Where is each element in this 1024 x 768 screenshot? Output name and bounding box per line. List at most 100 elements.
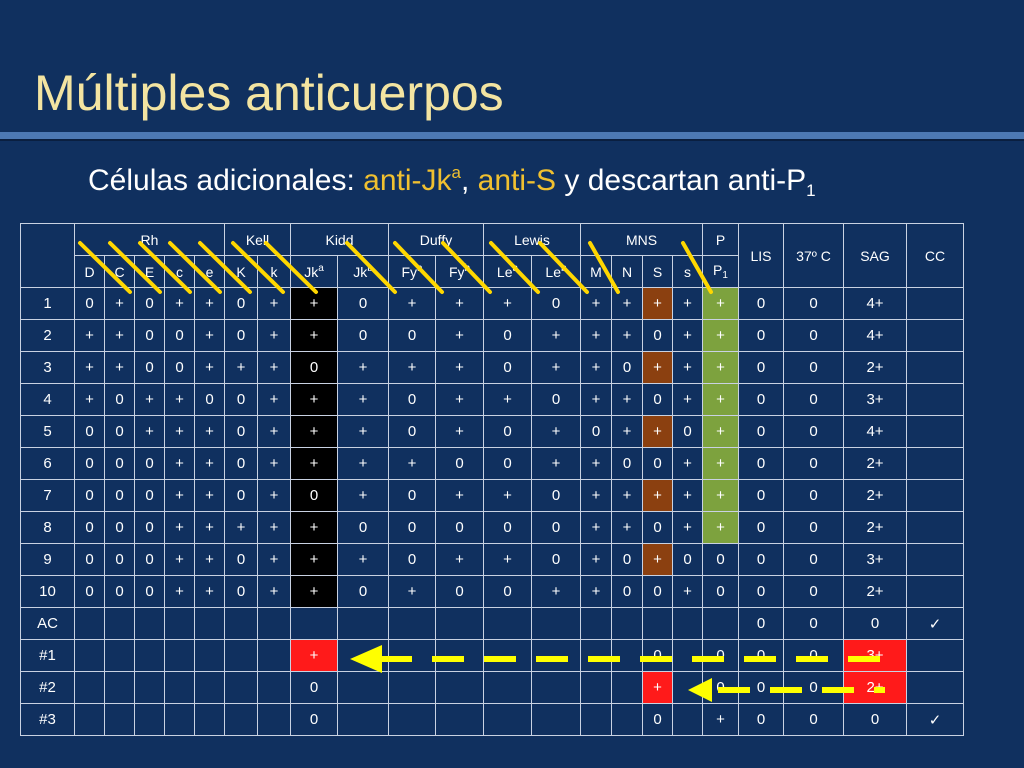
- table-cell: +: [337, 447, 389, 480]
- table-cell: +: [702, 415, 739, 448]
- table-cell: +: [388, 351, 436, 384]
- group-header-duffy: Duffy: [388, 223, 484, 256]
- table-cell: [257, 671, 291, 704]
- antigen-header-16: s: [672, 255, 703, 288]
- cc-check-cell: [906, 287, 964, 320]
- table-cell: 0: [738, 511, 784, 544]
- table-cell: 0: [738, 383, 784, 416]
- table-cell: +: [672, 383, 703, 416]
- table-cell: [224, 639, 258, 672]
- table-cell: [194, 607, 225, 640]
- table-cell: 0: [224, 383, 258, 416]
- table-cell: 0: [702, 671, 739, 704]
- table-cell: +: [164, 479, 195, 512]
- table-cell: +: [580, 351, 612, 384]
- antigen-header-0: D: [74, 255, 105, 288]
- antigen-label: D: [84, 263, 95, 280]
- table-cell: +: [435, 287, 484, 320]
- subtitle-prefix: Células adicionales:: [88, 164, 364, 197]
- table-cell: 0: [74, 415, 105, 448]
- table-cell: [224, 607, 258, 640]
- table-cell: +: [642, 543, 673, 576]
- row-label: 3: [20, 351, 75, 384]
- table-row: 8 0 0 0 + + + + +0 0 0 0 0 + +0 + +0 0 2+: [20, 511, 964, 544]
- table-cell: 0: [337, 511, 389, 544]
- table-cell: +: [388, 287, 436, 320]
- table-cell: +: [337, 351, 389, 384]
- table-cell: +: [435, 319, 484, 352]
- table-cell: 3+: [843, 543, 907, 576]
- table-cell: 0: [290, 703, 338, 736]
- table-cell: 0: [531, 287, 581, 320]
- table-cell: 0: [224, 287, 258, 320]
- table-cell: 0: [783, 351, 844, 384]
- table-cell: 0: [642, 447, 673, 480]
- table-cell: 3+: [843, 383, 907, 416]
- table-cell: +: [164, 511, 195, 544]
- table-cell: +: [702, 479, 739, 512]
- table-cell: 0: [435, 511, 484, 544]
- table-cell: 0: [783, 319, 844, 352]
- table-cell: +: [224, 351, 258, 384]
- table-cell: 0: [783, 511, 844, 544]
- antigen-header-4: e: [194, 255, 225, 288]
- antigen-header-8: Jkb: [337, 255, 389, 288]
- table-cell: 0: [738, 703, 784, 736]
- table-cell: 0: [783, 543, 844, 576]
- group-header-mns: MNS: [580, 223, 703, 256]
- table-cell: 0: [224, 319, 258, 352]
- table-cell: 0: [388, 415, 436, 448]
- table-cell: 0: [388, 319, 436, 352]
- table-cell: +: [531, 447, 581, 480]
- row-label: 7: [20, 479, 75, 512]
- cc-check-cell: [906, 671, 964, 704]
- cc-check-cell: ✓: [906, 607, 964, 640]
- antigen-superscript: b: [561, 263, 567, 274]
- table-cell: +: [194, 287, 225, 320]
- table-cell: 0: [104, 575, 135, 608]
- table-cell: [580, 639, 612, 672]
- table-cell: +: [257, 575, 291, 608]
- table-cell: 0: [738, 607, 784, 640]
- table-cell: [388, 607, 436, 640]
- table-cell: +: [337, 415, 389, 448]
- table-cell: [104, 703, 135, 736]
- header-cc: CC: [906, 223, 964, 288]
- table-cell: [483, 671, 532, 704]
- cc-check-cell: ✓: [906, 703, 964, 736]
- table-cell: +: [642, 479, 673, 512]
- table-cell: 0: [783, 383, 844, 416]
- antigen-subscript: 1: [722, 270, 728, 281]
- table-cell: +: [702, 447, 739, 480]
- table-cell: +: [642, 351, 673, 384]
- table-cell: 2+: [843, 575, 907, 608]
- cc-check-cell: [906, 319, 964, 352]
- table-cell: +: [257, 287, 291, 320]
- table-cell: +: [164, 287, 195, 320]
- antigen-label: k: [270, 263, 278, 280]
- table-cell: [164, 703, 195, 736]
- table-cell: +: [290, 511, 338, 544]
- antigen-superscript: a: [512, 263, 519, 274]
- table-cell: +: [194, 543, 225, 576]
- row-label: 5: [20, 415, 75, 448]
- table-cell: 2+: [843, 351, 907, 384]
- antigen-label: Le: [496, 264, 513, 280]
- antigen-header-15: S: [642, 255, 673, 288]
- table-cell: 0: [531, 383, 581, 416]
- antigen-label: P: [713, 262, 723, 278]
- table-cell: +: [257, 415, 291, 448]
- table-cell: +: [702, 319, 739, 352]
- antigen-header-6: k: [257, 255, 291, 288]
- table-cell: +: [290, 383, 338, 416]
- antigen-label: E: [144, 263, 155, 280]
- table-row: 2 + +0 0 +0 + +0 0 +0 + + +0 + +0 0 4+: [20, 319, 964, 352]
- table-cell: +: [290, 319, 338, 352]
- table-cell: 0: [783, 703, 844, 736]
- table-cell: +: [194, 415, 225, 448]
- cc-check-cell: [906, 639, 964, 672]
- table-cell: 0: [531, 543, 581, 576]
- row-label: 4: [20, 383, 75, 416]
- table-cell: 0: [483, 351, 532, 384]
- table-cell: 0: [843, 703, 907, 736]
